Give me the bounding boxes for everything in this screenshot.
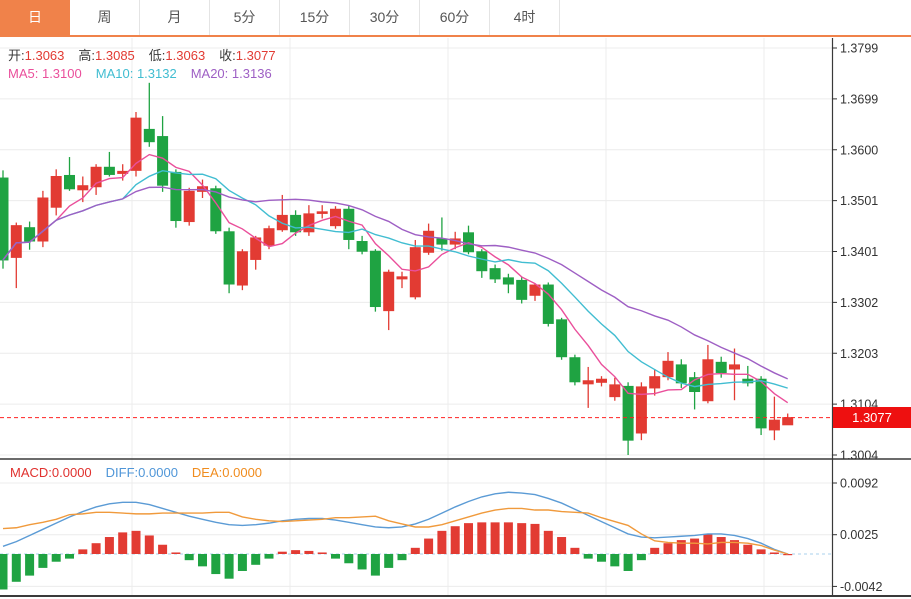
price-tick-label: 1.3799	[840, 42, 878, 56]
timeframe-tab-7[interactable]: 60分	[420, 0, 490, 35]
ma20-label: MA20:	[190, 66, 229, 81]
macd-axis: 0.0092 0.0025 -0.0042	[832, 477, 882, 594]
price-tick-label: 1.3699	[840, 92, 878, 106]
open-label: 开:	[8, 48, 25, 63]
ohlc-legend: 开:1.3063 高:1.3085 低:1.3063 收:1.3077	[8, 45, 290, 64]
timeframe-tab-8[interactable]: 4时	[490, 0, 560, 35]
macd-tick-label: -0.0042	[840, 580, 882, 594]
ma5-label: MA5:	[8, 66, 39, 81]
diff-line	[2, 491, 788, 555]
macd-label: MACD:	[10, 465, 52, 480]
timeframe-tab-4[interactable]: 5分	[210, 0, 280, 35]
ma20-line	[2, 186, 788, 380]
timeframe-tab-2[interactable]: 周	[70, 0, 140, 35]
price-tick-label: 1.3600	[840, 143, 878, 157]
macd-histogram	[0, 522, 793, 590]
panel-borders	[0, 38, 911, 597]
ma5-value: 1.3100	[41, 66, 82, 81]
macd-legend: MACD:0.0000 DIFF:0.0000 DEA:0.0000	[10, 465, 276, 480]
ma5-line	[2, 153, 789, 404]
macd-value: 0.0000	[51, 465, 92, 480]
high-label: 高:	[78, 48, 96, 63]
dea-value: 0.0000	[222, 465, 263, 480]
ma10-label: MA10:	[95, 66, 134, 81]
timeframe-tab-1[interactable]: 日	[0, 0, 70, 35]
close-value: 1.3077	[235, 48, 276, 63]
timeframe-tabbar: 日周月 5分 15分 30分 60分 4时	[0, 0, 911, 37]
low-label: 低:	[148, 48, 166, 63]
ma-legend: MA5: 1.3100 MA10: 1.3132 MA20: 1.3136	[8, 66, 286, 81]
ma10-value: 1.3132	[136, 66, 177, 81]
price-axis: 1.3799 1.3699 1.3600 1.3501 1.3401 1.3302 1.32…	[832, 42, 878, 463]
ma10-line	[2, 169, 788, 389]
open-value: 1.3063	[24, 48, 65, 63]
low-value: 1.3063	[165, 48, 206, 63]
ma20-value: 1.3136	[231, 66, 272, 81]
close-label: 收:	[219, 48, 236, 63]
timeframe-tab-5[interactable]: 15分	[280, 0, 350, 35]
price-tick-label: 1.3501	[840, 194, 878, 208]
candlestick-series	[0, 82, 794, 455]
diff-value: 0.0000	[138, 465, 178, 480]
diff-label: DIFF:	[105, 465, 139, 480]
last-price-badge: 1.3077	[833, 407, 911, 429]
timeframe-tab-6[interactable]: 30分	[350, 0, 420, 35]
gridlines	[0, 38, 832, 596]
price-tick-label: 1.3401	[840, 245, 878, 259]
price-tick-label: 1.3004	[840, 449, 878, 463]
high-value: 1.3085	[95, 48, 135, 63]
dea-line	[2, 507, 788, 555]
price-tick-label: 1.3203	[840, 347, 878, 361]
price-tick-label: 1.3302	[840, 296, 878, 310]
macd-tick-label: 0.0092	[840, 477, 878, 491]
timeframe-tab-3[interactable]: 月	[140, 0, 210, 35]
dea-label: DEA:	[191, 465, 223, 480]
macd-tick-label: 0.0025	[840, 528, 878, 542]
